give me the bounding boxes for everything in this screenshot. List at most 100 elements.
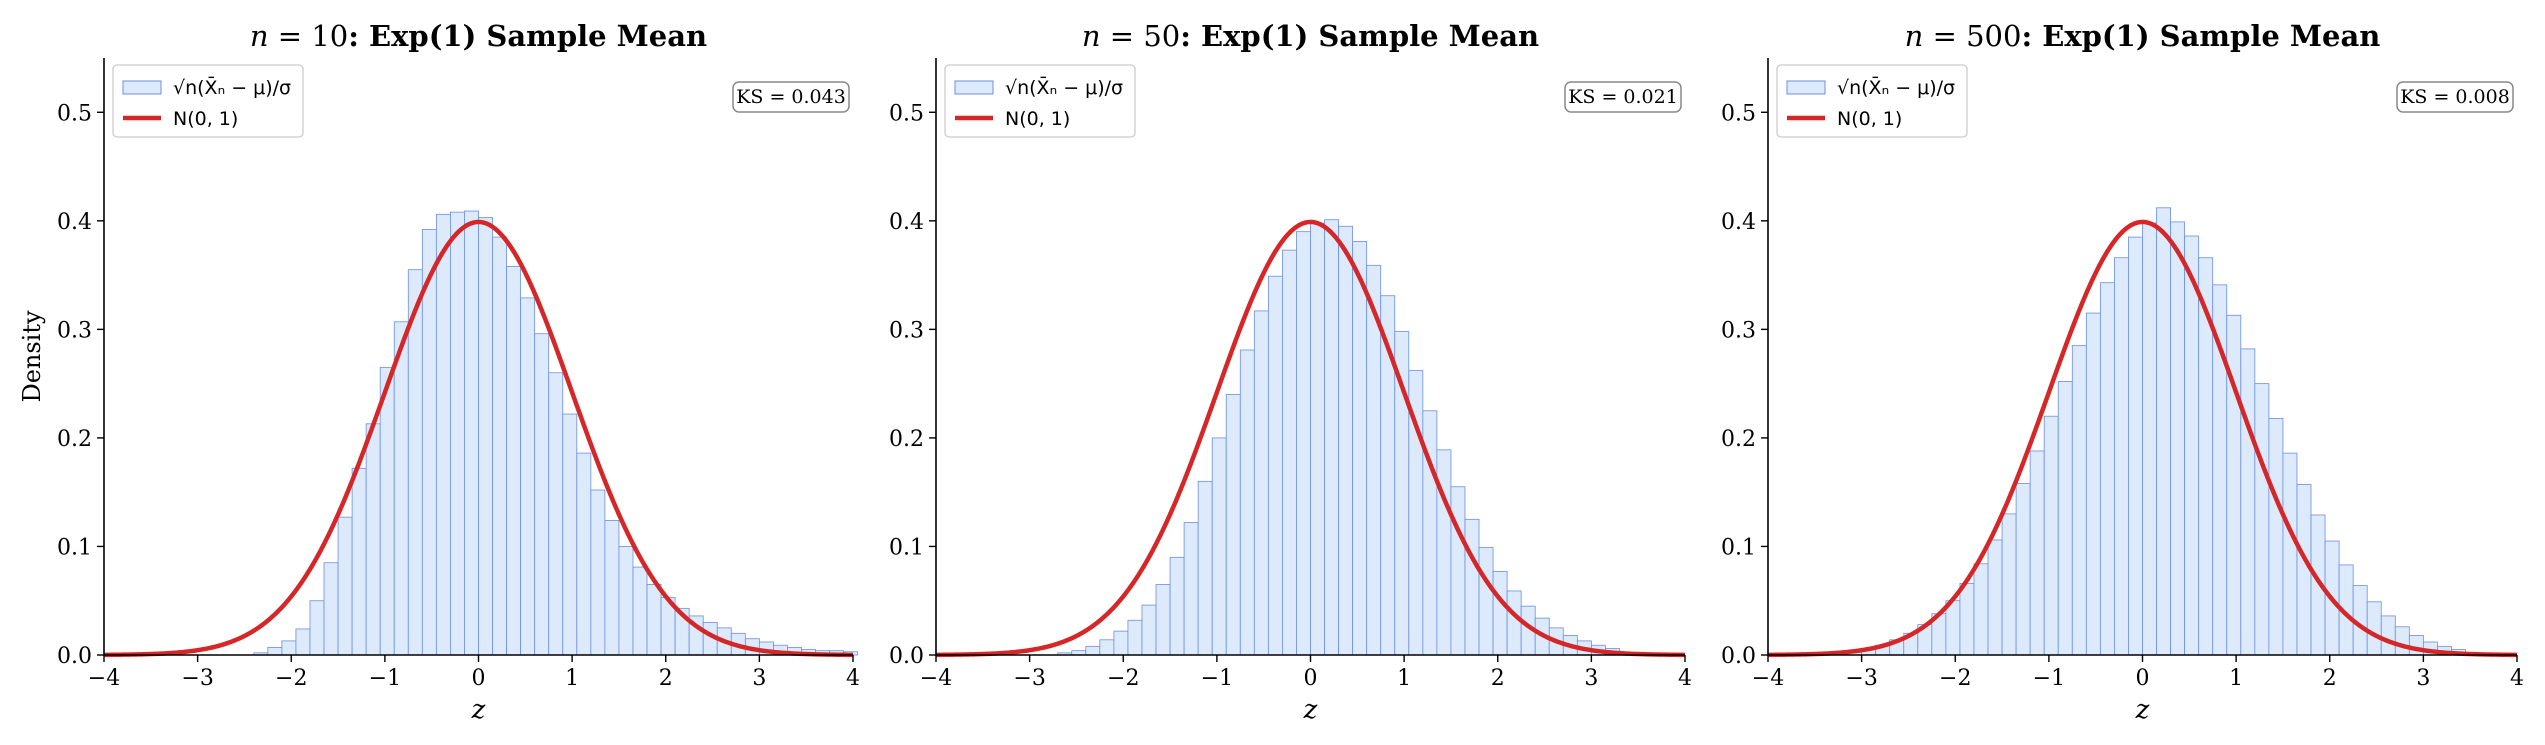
x-tick-label: −1 (1201, 666, 1233, 691)
x-tick-label: 0 (1304, 666, 1318, 691)
histogram-bar (1450, 486, 1466, 656)
histogram-bar (590, 489, 606, 656)
histogram-bar (1239, 349, 1255, 656)
histogram-bar (2184, 235, 2200, 656)
histogram-bar (2029, 450, 2045, 656)
x-tick-label: 3 (2416, 666, 2430, 691)
x-tick-label: 1 (2229, 666, 2243, 691)
chart-title: n = 50: Exp(1) Sample Mean (1082, 19, 1539, 53)
histogram-bar (1310, 222, 1325, 656)
x-tick-label: 2 (1491, 666, 1505, 691)
histogram-bar (1099, 639, 1115, 656)
y-tick-label: 0.5 (1721, 101, 1756, 126)
y-tick-label: 0.3 (889, 318, 924, 343)
x-tick-label: 1 (1397, 666, 1411, 691)
histogram-bar (1085, 645, 1101, 656)
histogram-bar (2114, 257, 2129, 656)
y-tick-label: 0.5 (889, 101, 924, 126)
normal-curve-line (1767, 219, 2518, 658)
y-tick-label: 0.3 (1721, 318, 1756, 343)
y-tick-label: 0.3 (57, 318, 92, 343)
legend-swatch-histogram (122, 80, 162, 95)
x-tick-label: 2 (659, 666, 673, 691)
histogram-bars (253, 210, 859, 656)
legend-label-histogram: √n(X̄ₙ − μ)/σ (173, 75, 291, 99)
histogram-bar (1338, 225, 1354, 656)
histogram-bar (548, 372, 564, 656)
ks-box (1564, 81, 1682, 113)
x-tick-label: 1 (565, 666, 579, 691)
x-tick-label: 4 (1678, 666, 1692, 691)
histogram-bar (2170, 221, 2186, 656)
histogram-bar (464, 210, 479, 656)
histogram-bar (365, 423, 381, 656)
histogram-bar (351, 467, 367, 656)
histogram-bar (2015, 483, 2031, 656)
histogram-bar (1973, 563, 1989, 656)
histogram-bar (1464, 518, 1480, 656)
histogram-bar (337, 516, 353, 656)
y-tick-label: 0.1 (889, 535, 924, 560)
legend-label-normal: N(0, 1) (173, 108, 238, 130)
x-tick-label: 4 (846, 666, 860, 691)
histogram-bar (1282, 249, 1297, 656)
histogram-bar (2380, 615, 2396, 656)
histogram-bar (1945, 600, 1961, 656)
histogram-bar (562, 413, 578, 656)
histogram-bar (520, 297, 536, 656)
histogram-bar (1296, 231, 1311, 656)
x-tick-label: 3 (752, 666, 766, 691)
ks-value-text: KS = 0.021 (1568, 86, 1678, 108)
ks-annotation: KS = 0.043 (732, 81, 850, 113)
histogram-bar (1197, 480, 1213, 656)
x-tick-label: −3 (1013, 666, 1045, 691)
histogram-bar (1141, 604, 1157, 656)
histogram-bar (2282, 452, 2298, 656)
histogram-bar (267, 647, 283, 656)
histogram-bar (1113, 630, 1129, 656)
x-tick-label: −1 (2033, 666, 2065, 691)
x-tick-label: 0 (472, 666, 486, 691)
x-tick-label: 3 (1584, 666, 1598, 691)
histogram-bar (2156, 207, 2171, 656)
x-tick-label: −3 (181, 666, 213, 691)
histogram-bar (478, 217, 493, 656)
panel-1: −4 −3 −2 −1 0 1 2 3 4 0.0 0.1 0.2 0.3 0.4 0.5 n = 10: E… (18, 19, 860, 725)
legend: √n(X̄ₙ − μ)/σ N(0, 1) (1776, 64, 1968, 138)
legend-swatch-histogram (1786, 80, 1826, 95)
histogram-bar (2240, 348, 2256, 656)
histogram-bar (1506, 590, 1522, 656)
y-tick-label: 0.4 (1721, 210, 1756, 235)
ks-value-text: KS = 0.008 (2400, 86, 2510, 108)
y-tick-label: 0.1 (57, 535, 92, 560)
panel-2: −4 −3 −2 −1 0 1 2 3 4 0.0 0.1 0.2 0.3 0.4 0.5 n = 50: E… (889, 19, 1692, 725)
x-axis-label: z (2135, 695, 2150, 725)
histogram-bar (2043, 415, 2059, 656)
x-tick-label: −4 (920, 666, 952, 691)
histogram-bar (1155, 584, 1171, 656)
legend-label-normal: N(0, 1) (1005, 108, 1070, 130)
ks-annotation: KS = 0.021 (1564, 81, 1682, 113)
histogram-bar (1492, 571, 1508, 656)
y-axis-label: Density (18, 310, 46, 403)
x-axis-label: z (1303, 695, 1318, 725)
chart-title: n = 10: Exp(1) Sample Mean (250, 19, 707, 53)
histogram-bar (2071, 345, 2087, 656)
legend: √n(X̄ₙ − μ)/σ N(0, 1) (944, 64, 1136, 138)
histogram-bars (1833, 207, 2466, 656)
normal-curve-line (935, 219, 1686, 658)
histogram-bar (450, 211, 465, 656)
histogram-bar (2142, 222, 2157, 656)
histogram-bar (2394, 626, 2410, 656)
histogram-bar (492, 236, 507, 656)
histogram-bar (295, 628, 311, 656)
histogram-bar (393, 321, 409, 656)
y-tick-label: 0.2 (1721, 427, 1756, 452)
histogram-bar (435, 213, 451, 656)
y-tick-label: 0.0 (1721, 644, 1756, 669)
histogram-bar (604, 520, 620, 656)
x-tick-label: −2 (1939, 666, 1971, 691)
panel-3: −4 −3 −2 −1 0 1 2 3 4 0.0 0.1 0.2 0.3 0.4 0.5 n = 500: … (1721, 19, 2524, 725)
x-tick-label: 2 (2323, 666, 2337, 691)
